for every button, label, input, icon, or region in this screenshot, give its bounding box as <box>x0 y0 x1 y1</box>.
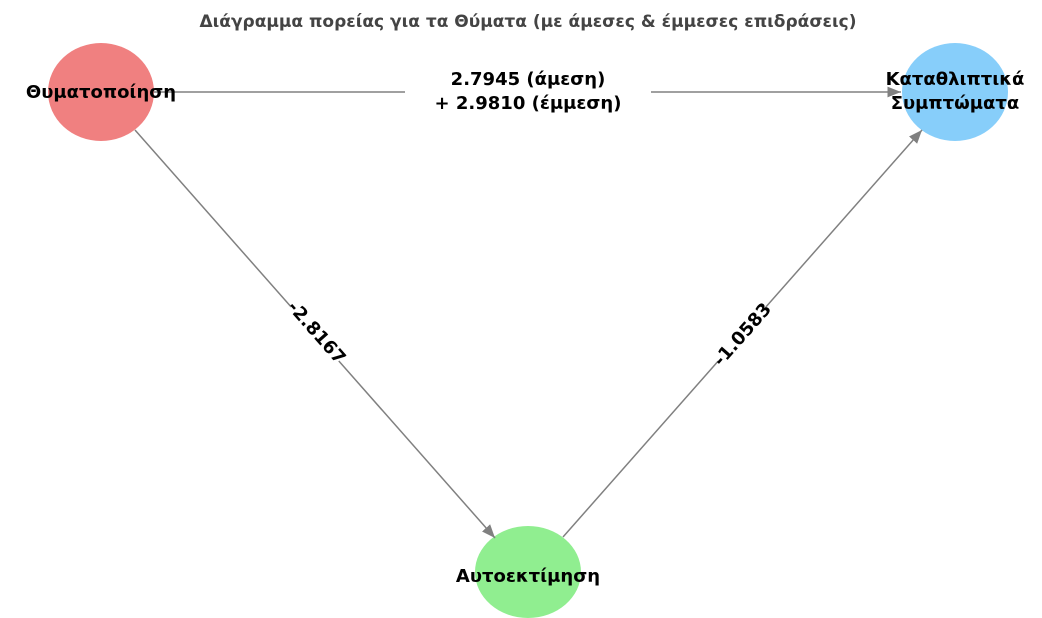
node-label: Αυτοεκτίμηση <box>456 566 600 587</box>
title: Διάγραμμα πορείας για τα Θύματα (με άμεσ… <box>199 12 856 32</box>
edge-label: -1.0583 <box>709 299 776 371</box>
node-label: Συμπτώματα <box>891 93 1020 114</box>
node-label: Καταθλιπτικά <box>886 69 1025 90</box>
edge-label-bg <box>405 64 651 120</box>
node <box>48 43 154 141</box>
edge-label: 2.7945 (άμεση) <box>451 69 606 90</box>
edge-label: + 2.9810 (έμμεση) <box>435 93 622 114</box>
edge-label-bg <box>710 300 776 370</box>
edge-label: -2.8167 <box>283 297 350 369</box>
node <box>475 526 581 618</box>
edge-label-bg <box>283 298 349 368</box>
node-label: Θυματοποίηση <box>26 82 176 103</box>
node <box>902 43 1008 141</box>
